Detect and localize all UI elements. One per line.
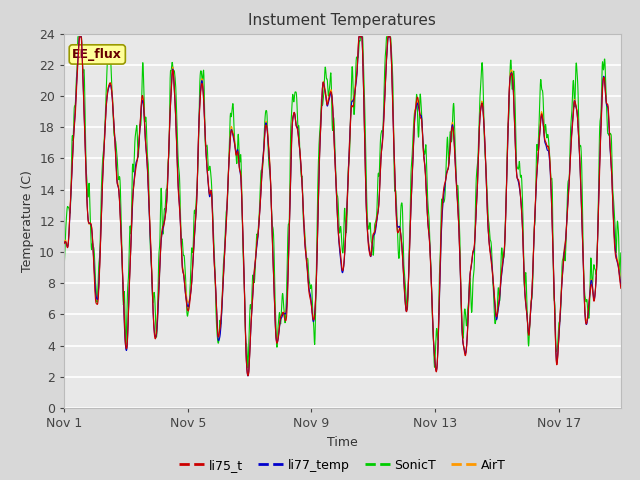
li75_t (291, 110, 298, 116)
AirT (179, 266, 187, 272)
AirT (441, 183, 449, 189)
AirT (60, 239, 68, 245)
AirT (76, 34, 83, 39)
li77_temp (76, 34, 83, 39)
AirT (269, 253, 276, 259)
li75_t (617, 286, 625, 291)
SonicT (269, 225, 276, 230)
SonicT (441, 196, 449, 202)
li77_temp (244, 373, 252, 379)
Title: Instument Temperatures: Instument Temperatures (248, 13, 436, 28)
li75_t (244, 373, 252, 379)
Line: li75_t: li75_t (64, 36, 621, 376)
SonicT (92, 287, 100, 293)
SonicT (288, 108, 296, 113)
li75_t (92, 300, 100, 306)
X-axis label: Time: Time (327, 435, 358, 449)
SonicT (74, 34, 82, 39)
li75_t (441, 181, 449, 187)
SonicT (244, 365, 252, 371)
li77_temp (291, 110, 298, 116)
SonicT (60, 265, 68, 271)
li77_temp (441, 185, 449, 191)
SonicT (617, 250, 625, 256)
li75_t (60, 240, 68, 246)
Legend: li75_t, li77_temp, SonicT, AirT: li75_t, li77_temp, SonicT, AirT (173, 454, 511, 477)
li77_temp (617, 282, 625, 288)
li77_temp (269, 254, 276, 260)
li75_t (76, 34, 84, 39)
Y-axis label: Temperature (C): Temperature (C) (20, 170, 33, 272)
AirT (92, 295, 100, 301)
Text: EE_flux: EE_flux (72, 48, 122, 61)
li77_temp (60, 240, 68, 246)
li75_t (288, 131, 296, 137)
li77_temp (92, 294, 100, 300)
SonicT (291, 92, 298, 98)
AirT (617, 280, 625, 286)
Line: SonicT: SonicT (64, 36, 621, 368)
Line: li77_temp: li77_temp (64, 36, 621, 376)
SonicT (179, 251, 187, 256)
AirT (288, 132, 296, 138)
li75_t (269, 254, 276, 260)
Line: AirT: AirT (64, 36, 621, 376)
AirT (244, 373, 252, 379)
AirT (291, 111, 298, 117)
li75_t (179, 270, 187, 276)
li77_temp (179, 269, 187, 275)
li77_temp (288, 133, 296, 139)
